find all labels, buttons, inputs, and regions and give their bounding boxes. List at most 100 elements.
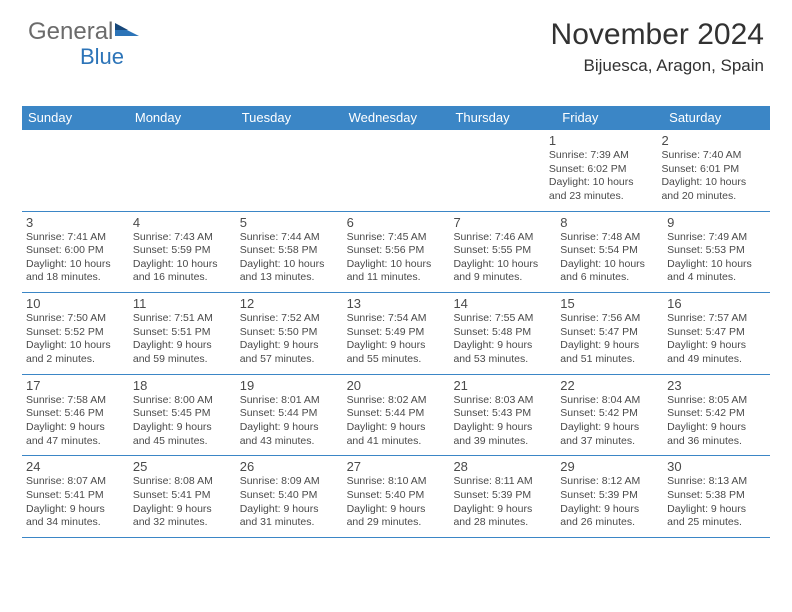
sunset-line: Sunset: 5:41 PM xyxy=(26,489,125,503)
daylight-line: and 45 minutes. xyxy=(133,435,232,449)
sunset-line: Sunset: 5:45 PM xyxy=(133,407,232,421)
sunrise-line: Sunrise: 8:02 AM xyxy=(347,394,446,408)
day-cell: 23Sunrise: 8:05 AMSunset: 5:42 PMDayligh… xyxy=(663,375,770,456)
sunrise-line: Sunrise: 8:10 AM xyxy=(347,475,446,489)
day-number: 11 xyxy=(133,296,232,311)
day-number: 20 xyxy=(347,378,446,393)
sunset-line: Sunset: 5:59 PM xyxy=(133,244,232,258)
day-number: 27 xyxy=(347,459,446,474)
sunrise-line: Sunrise: 7:57 AM xyxy=(667,312,766,326)
daylight-line: and 20 minutes. xyxy=(661,190,766,204)
day-cell: 13Sunrise: 7:54 AMSunset: 5:49 PMDayligh… xyxy=(343,293,450,374)
daylight-line: Daylight: 9 hours xyxy=(667,339,766,353)
day-cell: 26Sunrise: 8:09 AMSunset: 5:40 PMDayligh… xyxy=(236,456,343,537)
day-cell: 16Sunrise: 7:57 AMSunset: 5:47 PMDayligh… xyxy=(663,293,770,374)
sunset-line: Sunset: 5:52 PM xyxy=(26,326,125,340)
daylight-line: and 43 minutes. xyxy=(240,435,339,449)
day-number: 10 xyxy=(26,296,125,311)
empty-day-cell xyxy=(440,130,545,211)
day-cell: 5Sunrise: 7:44 AMSunset: 5:58 PMDaylight… xyxy=(236,212,343,293)
day-cell: 12Sunrise: 7:52 AMSunset: 5:50 PMDayligh… xyxy=(236,293,343,374)
sunset-line: Sunset: 5:56 PM xyxy=(347,244,446,258)
calendar: Sunday Monday Tuesday Wednesday Thursday… xyxy=(22,106,770,538)
day-cell: 17Sunrise: 7:58 AMSunset: 5:46 PMDayligh… xyxy=(22,375,129,456)
daylight-line: Daylight: 9 hours xyxy=(133,421,232,435)
day-cell: 3Sunrise: 7:41 AMSunset: 6:00 PMDaylight… xyxy=(22,212,129,293)
daylight-line: and 51 minutes. xyxy=(560,353,659,367)
daylight-line: Daylight: 10 hours xyxy=(549,176,654,190)
daylight-line: and 39 minutes. xyxy=(453,435,552,449)
day-number: 28 xyxy=(453,459,552,474)
sunset-line: Sunset: 6:00 PM xyxy=(26,244,125,258)
week-row: 10Sunrise: 7:50 AMSunset: 5:52 PMDayligh… xyxy=(22,293,770,375)
logo: General xyxy=(28,18,143,46)
day-number: 4 xyxy=(133,215,232,230)
sunrise-line: Sunrise: 8:03 AM xyxy=(453,394,552,408)
daylight-line: and 36 minutes. xyxy=(667,435,766,449)
sunset-line: Sunset: 5:58 PM xyxy=(240,244,339,258)
day-cell: 24Sunrise: 8:07 AMSunset: 5:41 PMDayligh… xyxy=(22,456,129,537)
sunset-line: Sunset: 5:51 PM xyxy=(133,326,232,340)
day-cell: 2Sunrise: 7:40 AMSunset: 6:01 PMDaylight… xyxy=(657,130,770,211)
day-cell: 1Sunrise: 7:39 AMSunset: 6:02 PMDaylight… xyxy=(545,130,658,211)
day-cell: 11Sunrise: 7:51 AMSunset: 5:51 PMDayligh… xyxy=(129,293,236,374)
daylight-line: Daylight: 9 hours xyxy=(667,421,766,435)
daylight-line: Daylight: 9 hours xyxy=(26,503,125,517)
sunrise-line: Sunrise: 8:13 AM xyxy=(667,475,766,489)
daylight-line: Daylight: 9 hours xyxy=(133,503,232,517)
daylight-line: and 23 minutes. xyxy=(549,190,654,204)
weekday-tuesday: Tuesday xyxy=(236,106,343,130)
day-number: 13 xyxy=(347,296,446,311)
sunrise-line: Sunrise: 7:40 AM xyxy=(661,149,766,163)
day-number: 2 xyxy=(661,133,766,148)
daylight-line: Daylight: 9 hours xyxy=(667,503,766,517)
day-cell: 30Sunrise: 8:13 AMSunset: 5:38 PMDayligh… xyxy=(663,456,770,537)
sunset-line: Sunset: 5:49 PM xyxy=(347,326,446,340)
daylight-line: Daylight: 9 hours xyxy=(560,503,659,517)
day-number: 15 xyxy=(560,296,659,311)
sunrise-line: Sunrise: 7:58 AM xyxy=(26,394,125,408)
day-number: 9 xyxy=(667,215,766,230)
sunrise-line: Sunrise: 7:52 AM xyxy=(240,312,339,326)
sunset-line: Sunset: 5:48 PM xyxy=(453,326,552,340)
daylight-line: Daylight: 9 hours xyxy=(240,503,339,517)
weekday-thursday: Thursday xyxy=(449,106,556,130)
sunrise-line: Sunrise: 7:55 AM xyxy=(453,312,552,326)
weekday-friday: Friday xyxy=(556,106,663,130)
day-cell: 18Sunrise: 8:00 AMSunset: 5:45 PMDayligh… xyxy=(129,375,236,456)
day-number: 8 xyxy=(560,215,659,230)
sunrise-line: Sunrise: 7:44 AM xyxy=(240,231,339,245)
sunrise-line: Sunrise: 7:48 AM xyxy=(560,231,659,245)
sunrise-line: Sunrise: 8:01 AM xyxy=(240,394,339,408)
sunrise-line: Sunrise: 7:46 AM xyxy=(453,231,552,245)
daylight-line: Daylight: 9 hours xyxy=(453,421,552,435)
weekday-sunday: Sunday xyxy=(22,106,129,130)
sunrise-line: Sunrise: 7:45 AM xyxy=(347,231,446,245)
daylight-line: and 18 minutes. xyxy=(26,271,125,285)
daylight-line: and 57 minutes. xyxy=(240,353,339,367)
day-cell: 9Sunrise: 7:49 AMSunset: 5:53 PMDaylight… xyxy=(663,212,770,293)
day-number: 30 xyxy=(667,459,766,474)
daylight-line: and 34 minutes. xyxy=(26,516,125,530)
sunset-line: Sunset: 5:38 PM xyxy=(667,489,766,503)
header: November 2024 Bijuesca, Aragon, Spain xyxy=(551,18,764,76)
daylight-line: and 55 minutes. xyxy=(347,353,446,367)
daylight-line: Daylight: 9 hours xyxy=(26,421,125,435)
day-number: 19 xyxy=(240,378,339,393)
day-number: 21 xyxy=(453,378,552,393)
daylight-line: and 4 minutes. xyxy=(667,271,766,285)
day-number: 26 xyxy=(240,459,339,474)
daylight-line: Daylight: 10 hours xyxy=(240,258,339,272)
sunrise-line: Sunrise: 7:39 AM xyxy=(549,149,654,163)
sunset-line: Sunset: 5:39 PM xyxy=(560,489,659,503)
daylight-line: and 9 minutes. xyxy=(453,271,552,285)
week-row: 24Sunrise: 8:07 AMSunset: 5:41 PMDayligh… xyxy=(22,456,770,538)
sunset-line: Sunset: 5:42 PM xyxy=(560,407,659,421)
daylight-line: Daylight: 9 hours xyxy=(133,339,232,353)
day-cell: 21Sunrise: 8:03 AMSunset: 5:43 PMDayligh… xyxy=(449,375,556,456)
daylight-line: and 32 minutes. xyxy=(133,516,232,530)
sunset-line: Sunset: 5:40 PM xyxy=(240,489,339,503)
daylight-line: Daylight: 10 hours xyxy=(667,258,766,272)
day-number: 12 xyxy=(240,296,339,311)
day-cell: 22Sunrise: 8:04 AMSunset: 5:42 PMDayligh… xyxy=(556,375,663,456)
